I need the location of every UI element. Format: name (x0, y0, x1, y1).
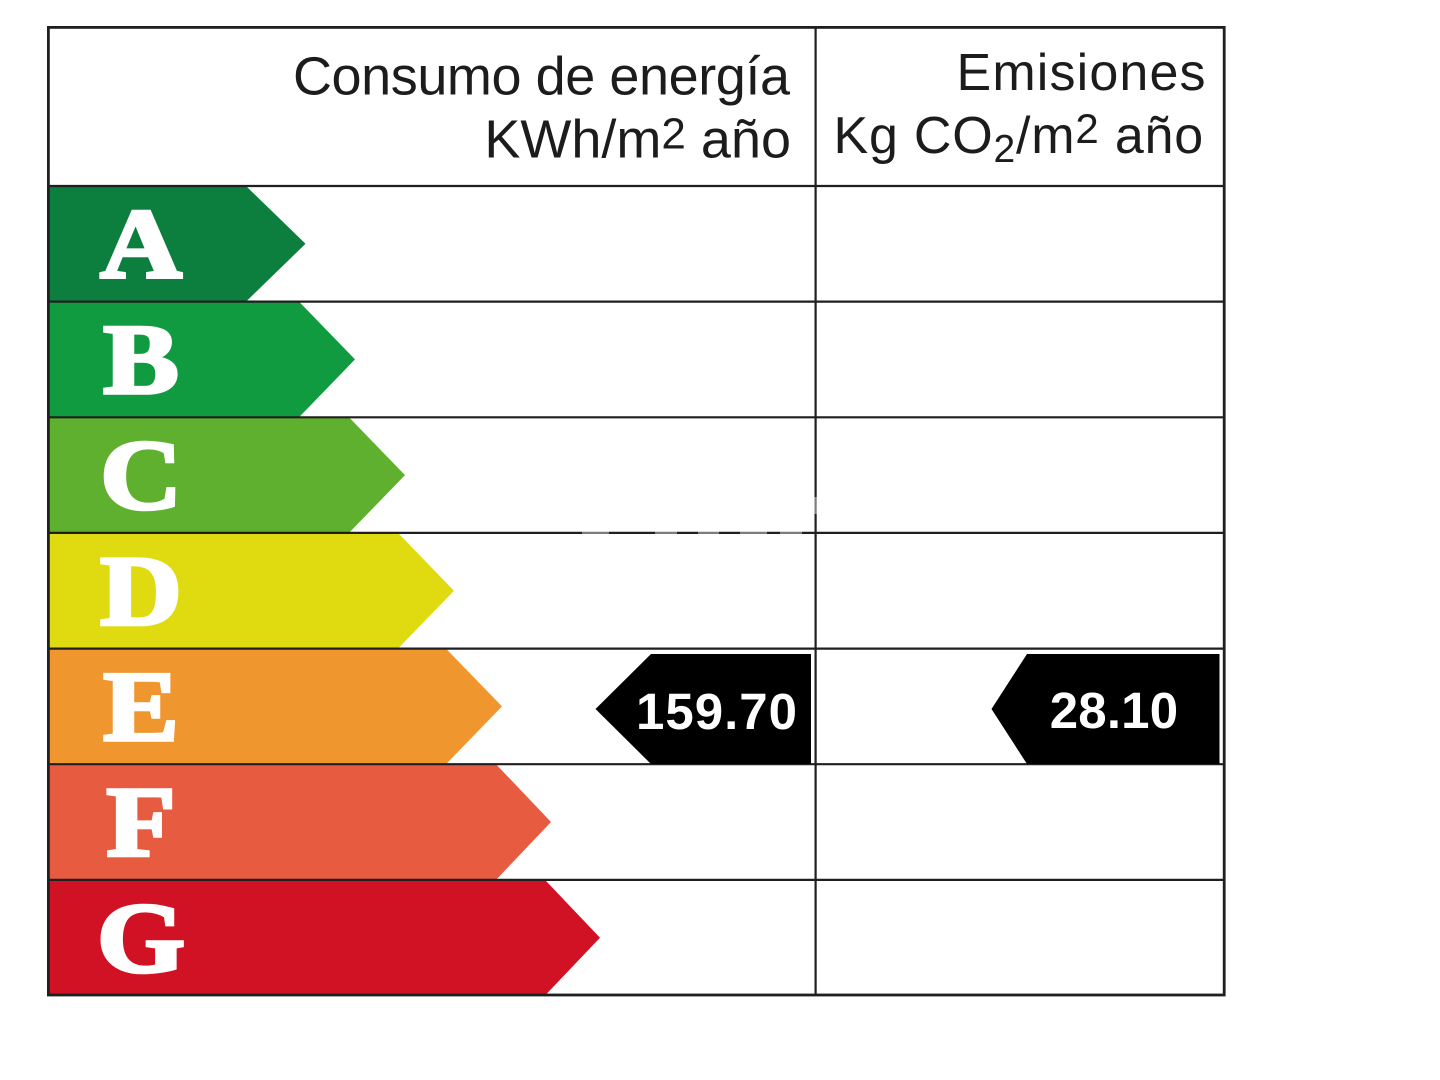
svg-text:E: E (103, 652, 178, 763)
svg-text:Emisiones: Emisiones (957, 44, 1206, 102)
svg-text:KWh/m2 año: KWh/m2 año (484, 110, 791, 170)
svg-text:Consumo de energía: Consumo de energía (293, 47, 791, 107)
svg-text:F: F (106, 768, 175, 879)
svg-text:G: G (97, 883, 185, 994)
svg-text:Kg CO2/m2 año: Kg CO2/m2 año (833, 105, 1204, 171)
svg-text:159.70: 159.70 (636, 683, 798, 740)
svg-text:28.10: 28.10 (1050, 682, 1179, 739)
svg-text:C: C (100, 421, 182, 532)
svg-text:A: A (100, 189, 182, 300)
svg-text:B: B (103, 305, 178, 416)
svg-text:D: D (100, 536, 182, 647)
